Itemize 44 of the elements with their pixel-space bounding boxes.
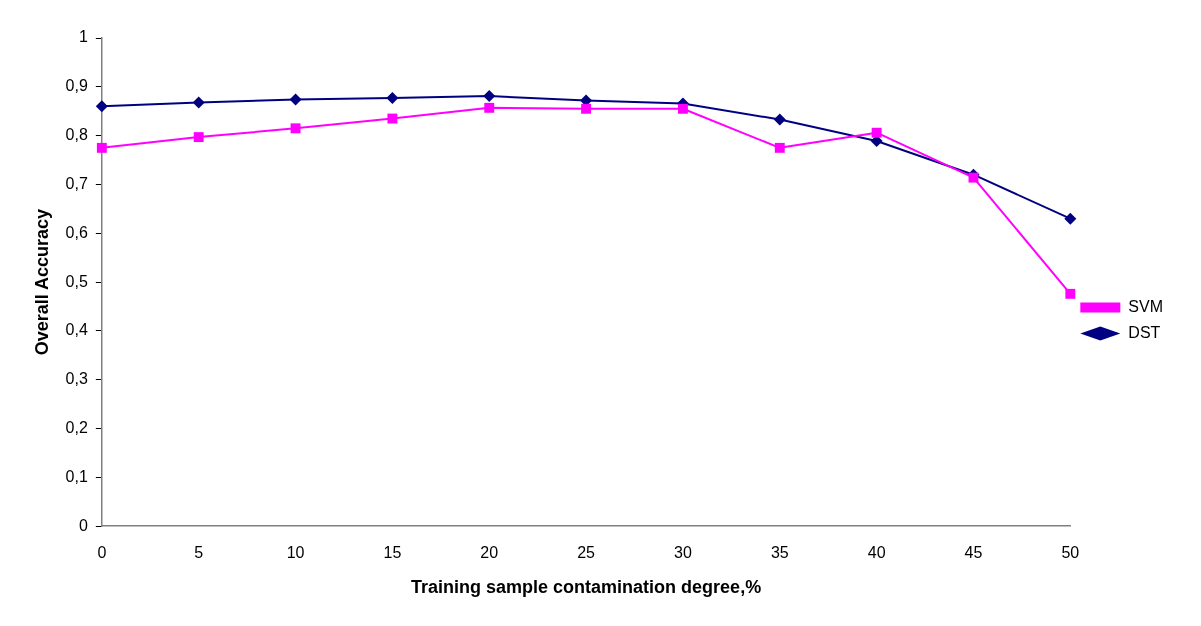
y-tick-label: 0,7 [65, 174, 88, 192]
y-tick-label: 0 [78, 516, 88, 534]
point [1065, 288, 1076, 299]
point [677, 103, 688, 114]
y-tick-label: 0,1 [65, 467, 88, 485]
x-tick-label: 0 [97, 544, 107, 562]
point [192, 96, 205, 109]
point [289, 93, 302, 106]
point [96, 142, 107, 153]
x-tick-label: 45 [964, 544, 983, 562]
x-tick-label: 50 [1061, 544, 1080, 562]
y-tick-label: 0,6 [65, 223, 88, 241]
x-tick-label: 30 [674, 544, 692, 562]
x-axis-title: Training sample contamination degree,% [411, 577, 762, 598]
point [95, 100, 108, 113]
y-tick-label: 0,4 [65, 321, 88, 339]
x-tick-label: 10 [286, 544, 305, 562]
y-tick-label: 1 [78, 28, 88, 46]
x-tick-label: 25 [577, 544, 596, 562]
point [484, 102, 495, 113]
x-tick-label: 20 [480, 544, 499, 562]
y-axis-title: Overall Accuracy [31, 208, 52, 356]
y-tick-label: 0,2 [65, 418, 88, 436]
point [1064, 212, 1077, 225]
y-tick-label: 0,9 [65, 77, 88, 95]
point [581, 103, 592, 114]
point [290, 123, 301, 134]
x-tick-label: 15 [383, 544, 402, 562]
y-tick-label: 0,3 [65, 370, 88, 388]
x-tick-label: 40 [867, 544, 886, 562]
point [483, 90, 496, 103]
point [386, 92, 399, 105]
point [871, 127, 882, 138]
legend-label: DST [1128, 323, 1161, 341]
y-tick-label: 0,8 [65, 126, 88, 144]
legend-label: SVM [1128, 297, 1163, 315]
point [968, 172, 979, 183]
point [773, 113, 786, 126]
point [193, 132, 204, 143]
x-tick-label: 5 [194, 544, 204, 562]
point [387, 113, 398, 124]
y-tick-label: 0,5 [65, 272, 88, 290]
point [774, 142, 785, 153]
x-tick-label: 35 [770, 544, 789, 562]
